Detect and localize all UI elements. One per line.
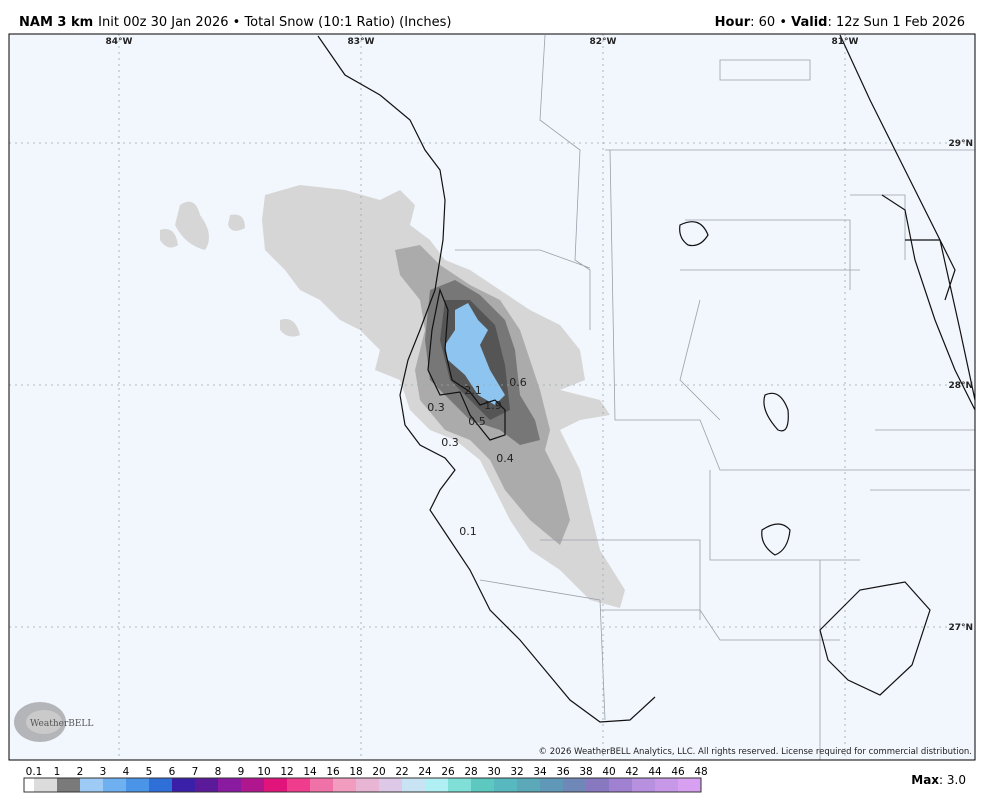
legend-label: 0.1	[26, 766, 43, 778]
contour-label: 0.6	[509, 376, 527, 389]
legend-swatch	[218, 778, 241, 792]
contour-label: 1.9	[484, 399, 502, 412]
legend-swatch	[195, 778, 218, 792]
legend-swatch	[126, 778, 149, 792]
copyright: © 2026 WeatherBELL Analytics, LLC. All r…	[539, 747, 972, 757]
legend-label: 36	[556, 766, 570, 778]
legend-label: 48	[694, 766, 707, 778]
map-frame	[8, 33, 976, 761]
max: Max: 3.0	[911, 773, 966, 787]
legend-label: 2	[77, 766, 84, 778]
longitude-label: 82°W	[590, 37, 617, 47]
model: NAM 3 km	[19, 15, 93, 30]
county-lines	[455, 34, 975, 760]
legend-label: 5	[146, 766, 153, 778]
legend-label: 3	[100, 766, 107, 778]
snow-shading	[160, 185, 625, 608]
legend-swatch	[678, 778, 701, 792]
contour-label: 0.3	[427, 401, 445, 414]
contour-label: 2.1	[464, 384, 482, 397]
legend-swatch	[57, 778, 80, 792]
legend-swatch	[356, 778, 379, 792]
legend-label: 46	[671, 766, 685, 778]
coastline	[317, 34, 975, 723]
legend-swatch	[632, 778, 655, 792]
legend-label: 22	[395, 766, 408, 778]
legend-label: 6	[169, 766, 176, 778]
legend-swatch	[586, 778, 609, 792]
legend-label: 28	[464, 766, 477, 778]
longitude-label: 83°W	[348, 37, 375, 47]
contour-label: 0.3	[441, 436, 459, 449]
legend-label: 20	[372, 766, 385, 778]
legend-swatch	[448, 778, 471, 792]
legend-swatch	[264, 778, 287, 792]
legend-swatch	[517, 778, 540, 792]
legend-swatch	[494, 778, 517, 792]
legend-label: 38	[579, 766, 592, 778]
legend-swatch	[379, 778, 402, 792]
legend-swatch	[241, 778, 264, 792]
legend-label: 44	[648, 766, 662, 778]
legend-swatch	[333, 778, 356, 792]
longitude-label: 84°W	[106, 37, 133, 47]
map: WeatherBELL	[9, 34, 975, 760]
contour-label: 0.5	[468, 415, 486, 428]
logo: WeatherBELL	[14, 702, 93, 742]
contour-label: 0.1	[459, 525, 477, 538]
max-label: Max	[911, 773, 939, 787]
legend-swatch	[563, 778, 586, 792]
legend-label: 8	[215, 766, 222, 778]
max-value: : 3.0	[939, 773, 966, 787]
legend-frame	[23, 777, 702, 793]
legend-label: 30	[487, 766, 500, 778]
legend-swatch	[609, 778, 632, 792]
legend-swatch	[103, 778, 126, 792]
legend-swatch	[149, 778, 172, 792]
legend-label: 26	[441, 766, 455, 778]
legend-swatch	[310, 778, 333, 792]
legend-swatch	[540, 778, 563, 792]
legend-label: 7	[192, 766, 199, 778]
legend-swatch	[425, 778, 448, 792]
legend-label: 32	[510, 766, 523, 778]
hour-label: Hour	[715, 15, 751, 30]
legend-label: 14	[303, 766, 317, 778]
legend-swatch	[402, 778, 425, 792]
latitude-label: 28°N	[948, 381, 973, 391]
legend-swatch	[80, 778, 103, 792]
latitude-label: 27°N	[948, 623, 973, 633]
legend-label: 9	[238, 766, 245, 778]
legend-label: 1	[54, 766, 61, 778]
header-left: NAM 3 km Init 00z 30 Jan 2026 • Total Sno…	[19, 15, 452, 30]
legend-swatch	[24, 778, 34, 792]
init: Init 00z 30 Jan 2026 • Total Snow (10:1 …	[98, 15, 451, 30]
legend-swatch	[655, 778, 678, 792]
header-right: Hour: 60 • Valid: 12z Sun 1 Feb 2026	[715, 15, 965, 30]
legend-swatch	[34, 778, 57, 792]
legend-label: 4	[123, 766, 130, 778]
grid	[9, 34, 975, 760]
legend-label: 40	[602, 766, 615, 778]
contour-label: 0.4	[496, 452, 514, 465]
legend-label: 10	[257, 766, 270, 778]
logo-text: WeatherBELL	[30, 719, 93, 729]
legend-swatch	[287, 778, 310, 792]
latitude-label: 29°N	[948, 139, 973, 149]
legend-label: 16	[326, 766, 340, 778]
valid-label: Valid	[791, 15, 827, 30]
longitude-label: 81°W	[832, 37, 859, 47]
legend-swatch	[172, 778, 195, 792]
legend-label: 42	[625, 766, 638, 778]
legend-label: 18	[349, 766, 362, 778]
valid-value: : 12z Sun 1 Feb 2026	[827, 15, 965, 30]
legend-swatch	[471, 778, 494, 792]
legend-label: 34	[533, 766, 547, 778]
legend-label: 24	[418, 766, 432, 778]
legend-label: 12	[280, 766, 293, 778]
hour-value: : 60 •	[750, 15, 791, 30]
